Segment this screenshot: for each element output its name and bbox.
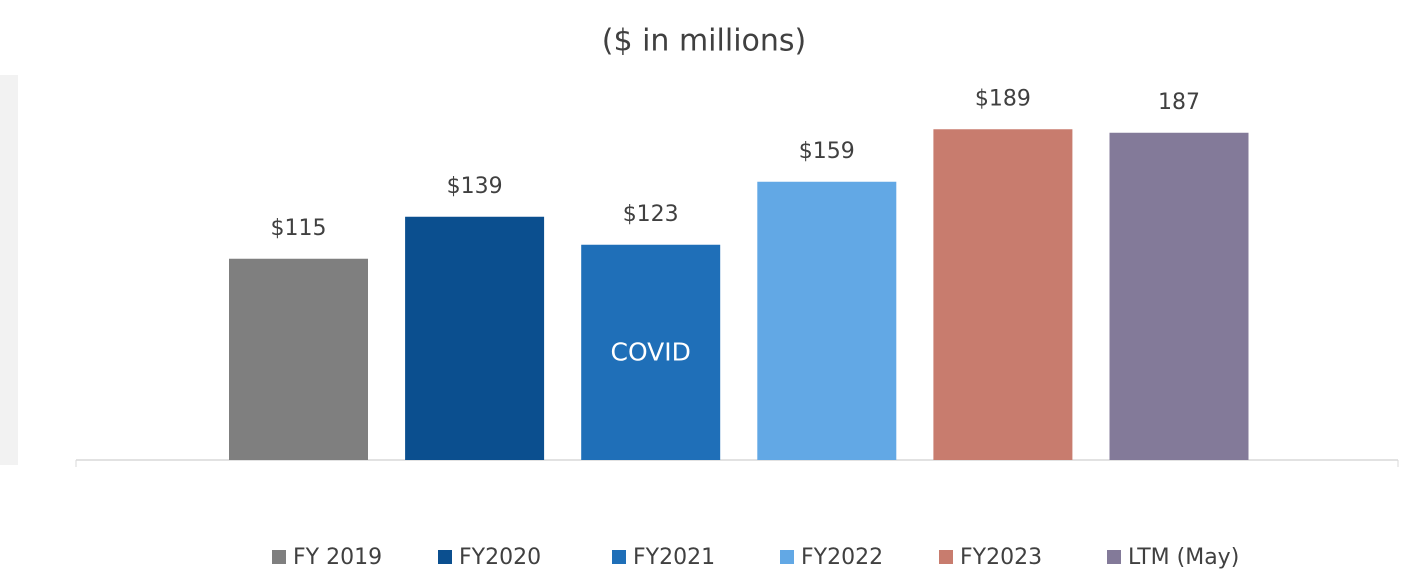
bar	[229, 258, 368, 460]
bar	[1109, 132, 1249, 460]
bar	[757, 181, 897, 460]
side-panel	[0, 75, 18, 465]
legend-label: LTM (May)	[1128, 545, 1239, 570]
bar	[581, 244, 721, 460]
legend-swatch	[438, 550, 452, 564]
legend-swatch	[939, 550, 953, 564]
legend-label: FY2020	[459, 545, 541, 570]
chart-title: ($ in millions)	[602, 24, 806, 59]
legend-label: FY2022	[801, 545, 883, 570]
data-label: $123	[623, 202, 679, 227]
legend-label: FY 2019	[293, 545, 382, 570]
annotation: COVID	[610, 337, 690, 366]
legend-swatch	[272, 550, 286, 564]
data-label: 187	[1158, 90, 1200, 115]
legend-swatch	[1107, 550, 1121, 564]
legend-swatch	[780, 550, 794, 564]
data-label: $189	[975, 86, 1031, 111]
legend-swatch	[612, 550, 626, 564]
legend-label: FY2023	[960, 545, 1042, 570]
bar	[405, 216, 545, 460]
data-label: $115	[271, 216, 327, 241]
bar	[933, 129, 1073, 460]
data-label: $159	[799, 139, 855, 164]
legend-label: FY2021	[633, 545, 715, 570]
data-label: $139	[447, 174, 503, 199]
